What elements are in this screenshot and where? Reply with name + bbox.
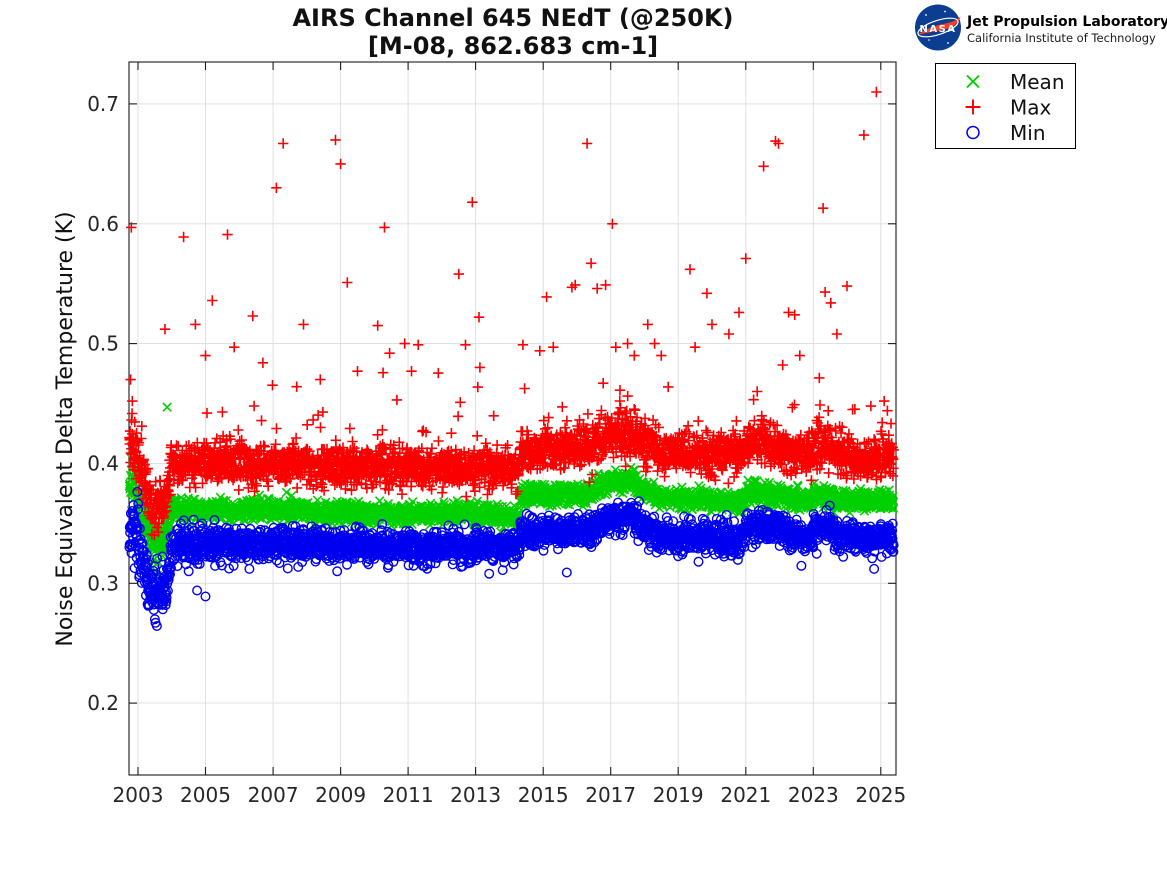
- nasa-insignia-orbit: [917, 17, 959, 38]
- x-tick-label: 2011: [383, 783, 434, 807]
- plot-box: [128, 61, 897, 776]
- y-tick-label: 0.4: [87, 451, 119, 475]
- scatter-series: [124, 86, 899, 631]
- jpl-name: Jet Propulsion Laboratory: [966, 14, 1167, 30]
- legend-markers: [965, 74, 981, 140]
- x-tick-label: 2009: [315, 783, 366, 807]
- y-tick-label: 0.2: [87, 691, 119, 715]
- y-tick-label: 0.5: [87, 332, 119, 356]
- y-tick-label: 0.3: [87, 571, 119, 595]
- x-tick-label: 2007: [248, 783, 299, 807]
- grid-lines: [129, 62, 896, 775]
- nasa-insignia-swoosh: [917, 16, 961, 35]
- legend-label-mean: Mean: [1010, 70, 1065, 94]
- series-mean-points: [124, 402, 899, 581]
- x-tick-label: 2015: [518, 783, 569, 807]
- x-tick-label: 2013: [450, 783, 501, 807]
- legend-label-min: Min: [1010, 121, 1046, 145]
- legend-box: [935, 63, 1076, 149]
- series-min-points: [124, 486, 899, 631]
- chart-title: AIRS Channel 645 NEdT (@250K): [292, 4, 733, 32]
- legend-label-max: Max: [1010, 96, 1052, 120]
- jpl-sub: California Institute of Technology: [967, 31, 1156, 45]
- axes-box: [128, 61, 897, 776]
- x-tick-label: 2005: [180, 783, 231, 807]
- series-max-points: [124, 86, 899, 541]
- x-tick-label: 2025: [855, 783, 906, 807]
- legend-marker-max: [965, 99, 981, 115]
- y-tick-label: 0.6: [87, 212, 119, 236]
- chart-subtitle: [M-08, 862.683 cm-1]: [368, 32, 658, 60]
- legend-marker-mean: [966, 74, 980, 89]
- y-tick-label: 0.7: [87, 92, 119, 116]
- x-tick-label: 2003: [113, 783, 164, 807]
- x-tick-label: 2017: [585, 783, 636, 807]
- x-tick-label: 2023: [788, 783, 839, 807]
- nasa-jpl-logo: NASA Jet Propulsion Laboratory Californi…: [915, 4, 1167, 51]
- x-tick-label: 2019: [653, 783, 704, 807]
- tick-labels: 2003 2005 2007 2009 2011 2013 2015 2017 2019 2021…: [87, 92, 906, 807]
- legend: Mean Max Min: [935, 63, 1076, 149]
- legend-marker-min: [966, 125, 980, 140]
- nasa-insignia-text: NASA: [919, 24, 956, 35]
- x-tick-label: 2021: [720, 783, 771, 807]
- y-axis-label: Noise Equivalent Delta Temperature (K): [53, 211, 78, 646]
